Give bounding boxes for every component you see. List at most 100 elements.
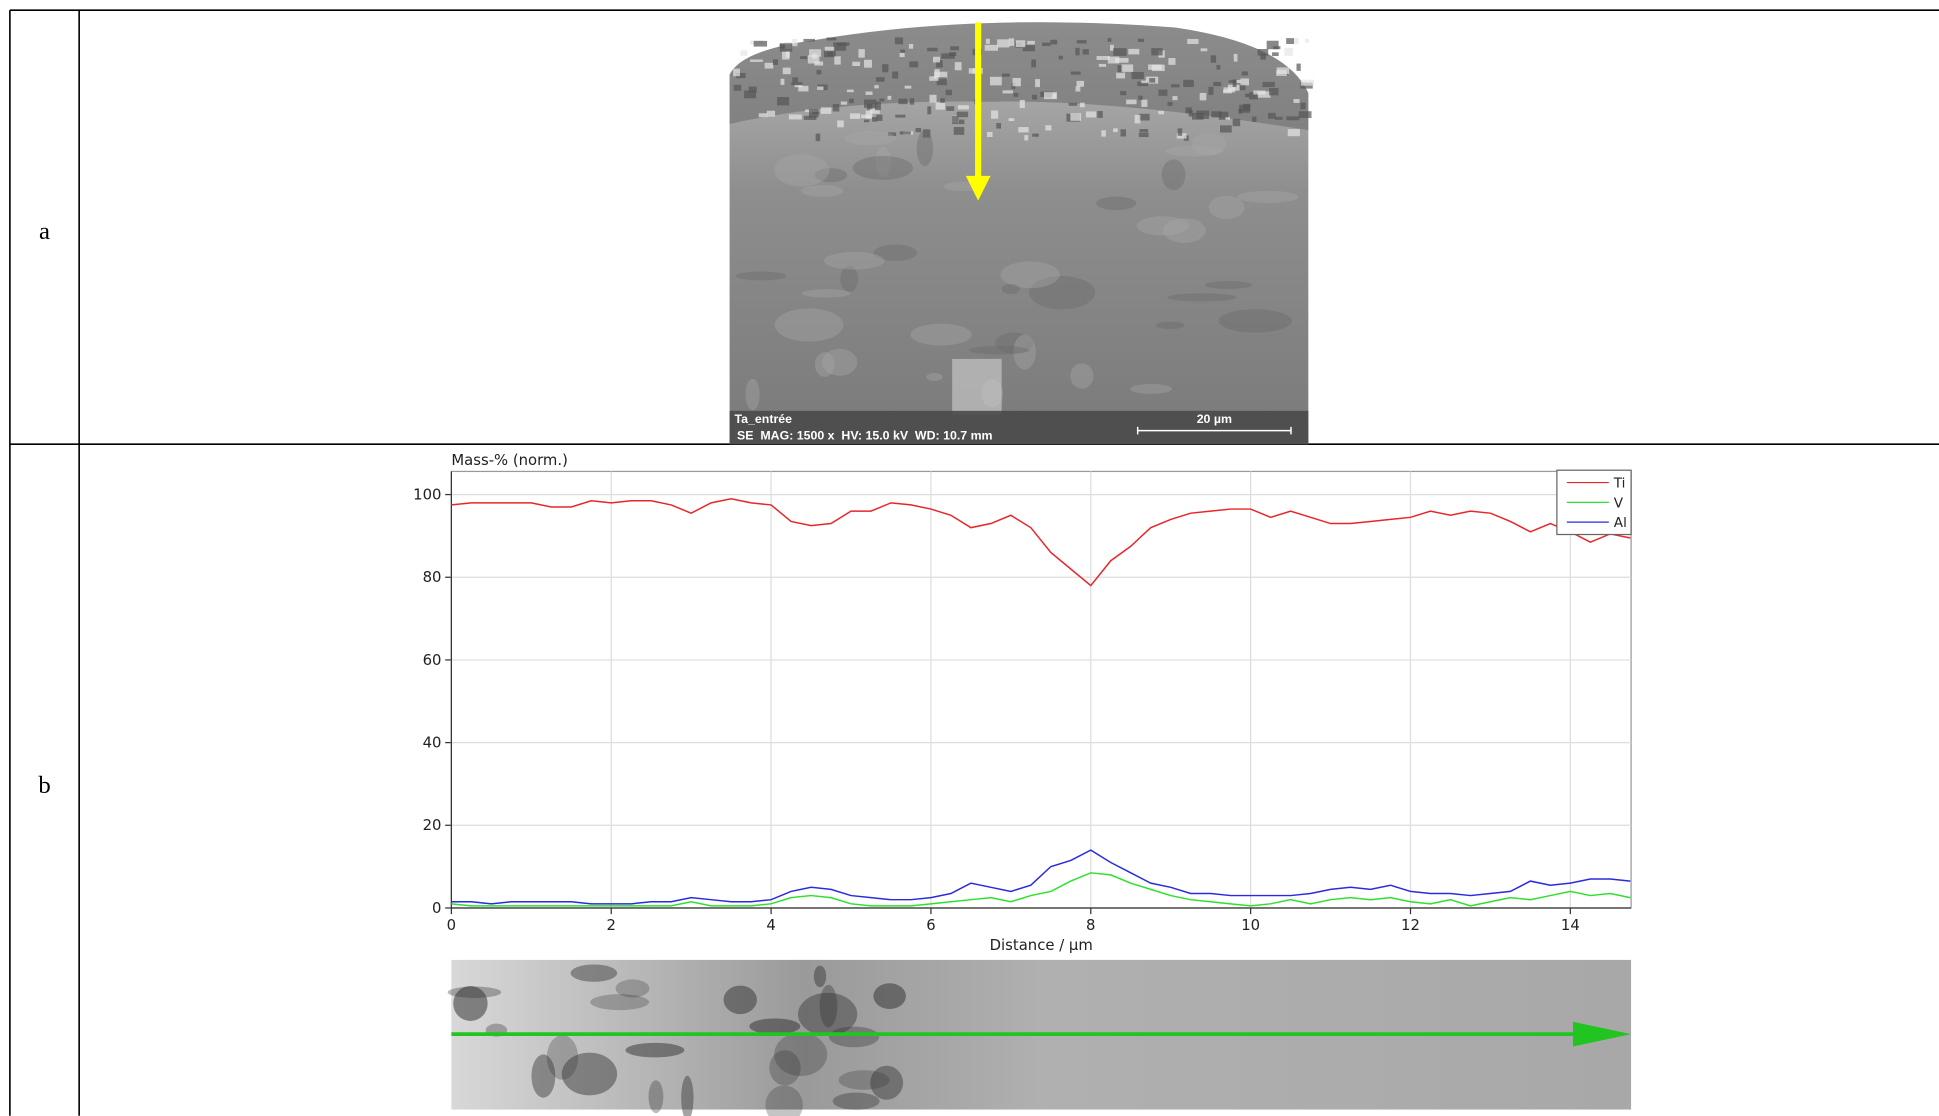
texture: [1296, 63, 1301, 71]
texture: [926, 372, 943, 382]
row-label: a: [39, 218, 50, 245]
texture: [1225, 117, 1230, 120]
texture: [1218, 111, 1229, 120]
texture: [1252, 116, 1257, 122]
texture: [1070, 113, 1082, 121]
texture: [1013, 92, 1019, 97]
texture: [929, 94, 937, 103]
texture: [908, 43, 914, 49]
texture: [1096, 196, 1137, 211]
y-tick-label: 60: [423, 652, 442, 669]
texture: [846, 89, 854, 93]
texture: [940, 98, 945, 103]
texture: [875, 77, 885, 82]
x-tick-label: 10: [1241, 917, 1260, 934]
texture: [1116, 72, 1126, 79]
texture: [1110, 44, 1114, 51]
texture: [1002, 90, 1013, 94]
texture: [1045, 125, 1052, 131]
texture: [447, 986, 502, 998]
texture: [995, 332, 1034, 354]
texture: [1000, 261, 1060, 289]
texture: [892, 71, 899, 79]
texture: [788, 114, 802, 120]
texture: [1199, 92, 1207, 101]
texture: [984, 44, 999, 51]
texture: [1058, 55, 1063, 60]
x-tick-label: 4: [766, 917, 775, 934]
texture: [812, 111, 820, 115]
texture: [826, 37, 837, 41]
texture: [1161, 159, 1186, 191]
texture: [1018, 127, 1029, 133]
texture: [1076, 40, 1087, 44]
texture: [1117, 65, 1123, 74]
y-tick-label: 80: [423, 569, 442, 586]
texture: [765, 1085, 803, 1116]
texture: [952, 115, 959, 125]
texture: [814, 168, 848, 183]
series-line: [451, 872, 1631, 907]
texture: [1232, 79, 1237, 88]
texture: [1172, 96, 1178, 101]
texture: [1068, 102, 1078, 106]
texture: [1293, 37, 1299, 45]
texture: [1241, 71, 1248, 76]
texture: [740, 50, 748, 56]
texture: [1185, 107, 1192, 114]
texture: [1187, 38, 1199, 44]
texture: [1216, 65, 1221, 70]
texture: [828, 1026, 880, 1048]
texture: [1098, 63, 1107, 67]
texture: [876, 114, 883, 121]
texture: [758, 113, 768, 118]
texture: [986, 131, 993, 137]
texture: [836, 42, 850, 46]
texture: [932, 56, 940, 63]
chart: 0 20 40 60 80 100 0 2 4 6 8 10 12 14 Mass-% (norm.) Dis…: [413, 452, 1632, 954]
texture: [1128, 48, 1140, 55]
texture: [1158, 89, 1168, 96]
sem-image: Ta_entrée SE MAG: 1500 x HV: 15.0 kV WD:…: [729, 22, 1315, 445]
texture: [863, 99, 877, 108]
texture: [1137, 81, 1149, 87]
texture: [1249, 92, 1258, 100]
texture: [861, 114, 872, 119]
texture: [887, 95, 892, 100]
texture: [852, 155, 914, 180]
texture: [1158, 110, 1165, 115]
texture: [733, 68, 740, 77]
texture: [779, 43, 793, 52]
texture: [1257, 48, 1269, 56]
legend-label: V: [1614, 495, 1624, 511]
texture: [723, 985, 757, 1015]
texture: [823, 50, 836, 58]
texture: [909, 98, 915, 105]
texture: [873, 983, 906, 1010]
texture: [1155, 321, 1185, 330]
texture: [1240, 78, 1250, 86]
texture: [1028, 275, 1096, 310]
texture: [1300, 102, 1306, 110]
texture: [1113, 48, 1127, 56]
texture: [832, 104, 840, 112]
texture: [1223, 89, 1232, 94]
texture: [1075, 47, 1080, 56]
texture: [1138, 95, 1143, 100]
sem-info: SE MAG: 1500 x HV: 15.0 kV WD: 10.7 mm: [737, 428, 993, 442]
texture: [823, 251, 885, 270]
texture: [1015, 40, 1026, 48]
texture: [1134, 114, 1141, 124]
texture: [1130, 383, 1172, 394]
texture: [1286, 116, 1300, 121]
texture: [997, 39, 1010, 48]
texture: [1136, 216, 1189, 236]
texture: [904, 85, 912, 89]
texture: [1138, 113, 1150, 121]
texture: [625, 1042, 685, 1058]
texture: [898, 98, 908, 105]
texture: [1097, 111, 1103, 118]
texture: [863, 119, 870, 123]
texture: [681, 1075, 694, 1116]
texture: [858, 49, 865, 58]
